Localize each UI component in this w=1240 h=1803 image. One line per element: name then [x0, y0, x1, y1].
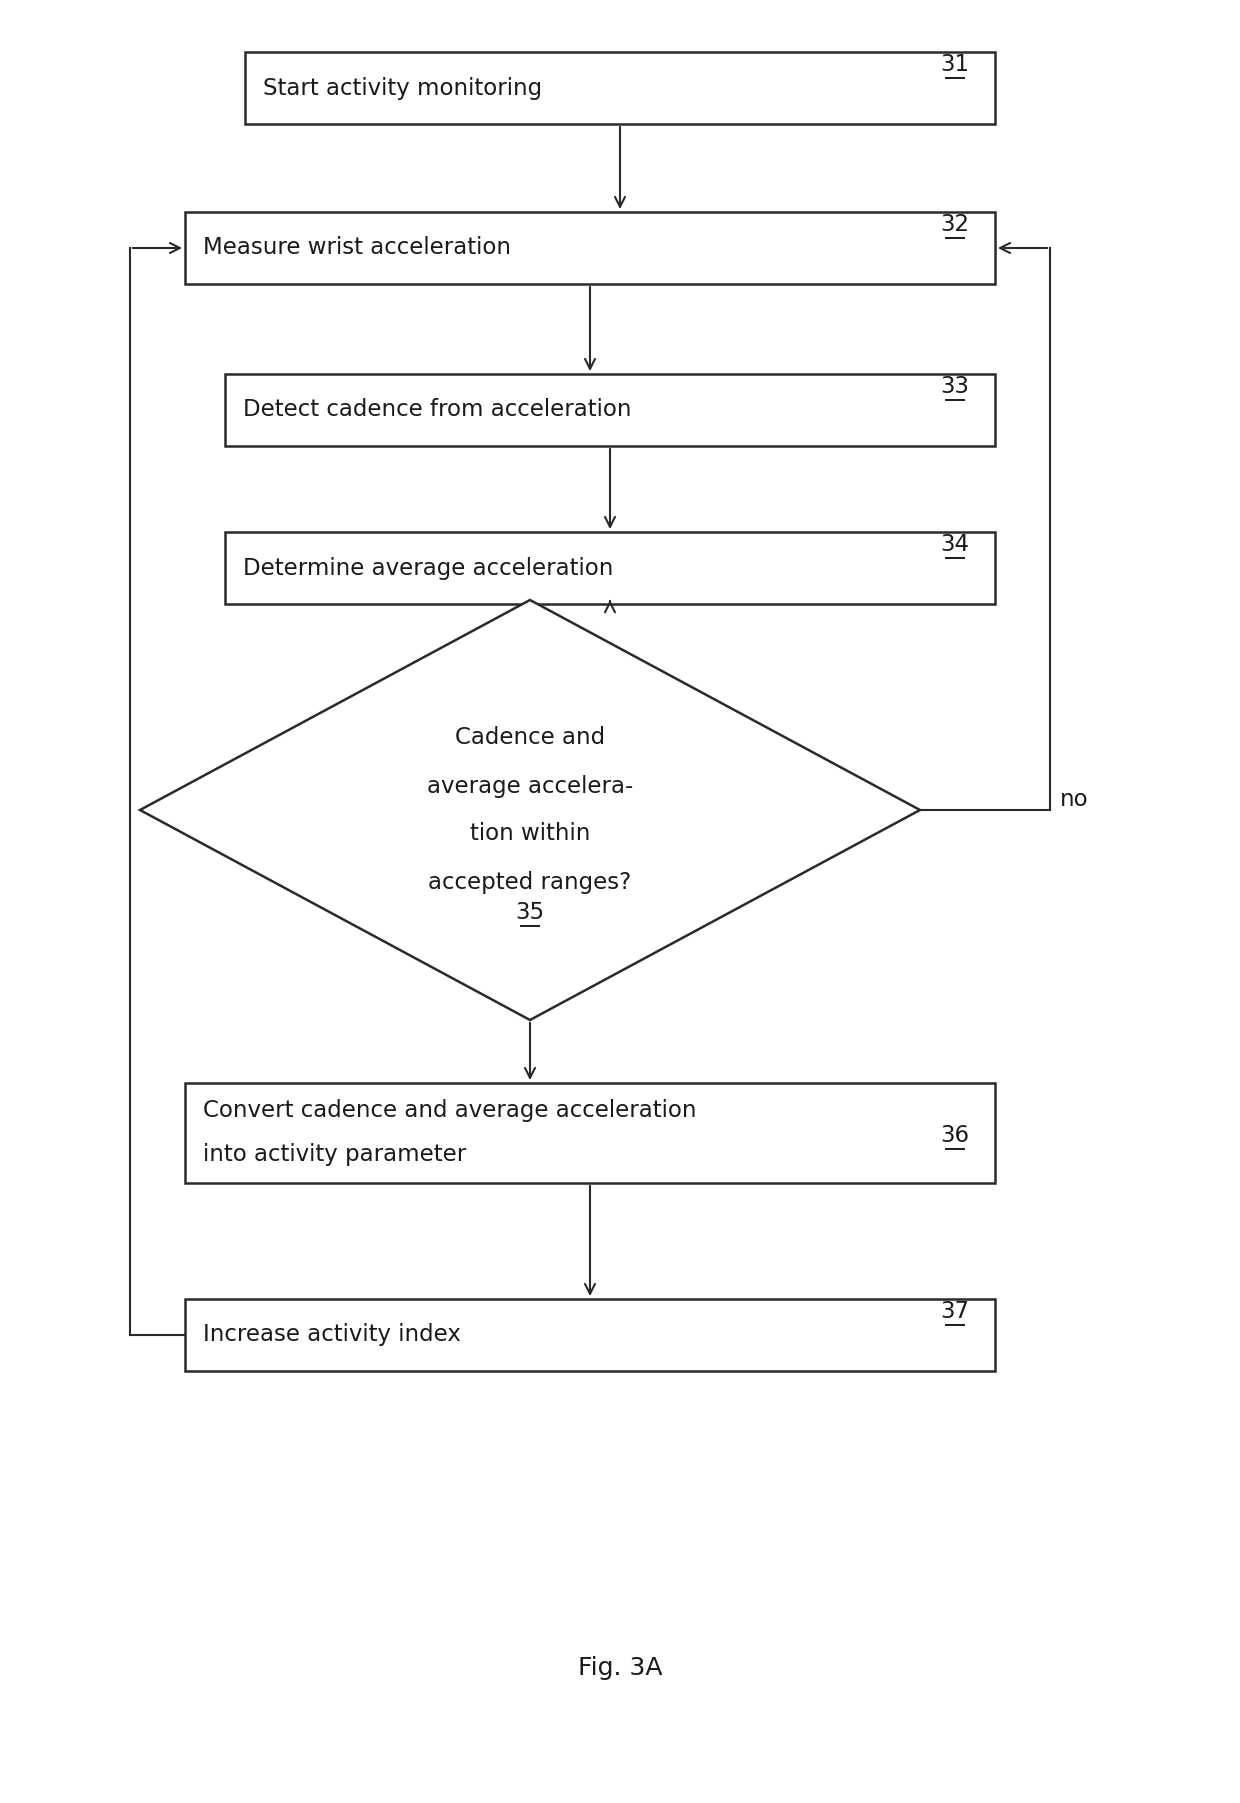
- Text: tion within: tion within: [470, 822, 590, 846]
- Text: Cadence and: Cadence and: [455, 727, 605, 750]
- Text: Measure wrist acceleration: Measure wrist acceleration: [203, 236, 511, 260]
- Text: accepted ranges?: accepted ranges?: [428, 871, 631, 894]
- Text: Fig. 3A: Fig. 3A: [578, 1655, 662, 1680]
- Text: 34: 34: [940, 534, 970, 555]
- Text: Convert cadence and average acceleration: Convert cadence and average acceleration: [203, 1100, 697, 1123]
- Text: 31: 31: [940, 52, 970, 76]
- Bar: [246, 52, 994, 124]
- Text: Start activity monitoring: Start activity monitoring: [263, 76, 542, 99]
- Text: no: no: [1060, 788, 1089, 811]
- Text: Increase activity index: Increase activity index: [203, 1323, 461, 1347]
- Bar: [224, 373, 994, 445]
- Bar: [185, 1084, 994, 1183]
- Polygon shape: [140, 600, 920, 1020]
- Text: 33: 33: [940, 375, 970, 398]
- Text: 37: 37: [940, 1300, 970, 1323]
- Text: Determine average acceleration: Determine average acceleration: [243, 557, 614, 579]
- Bar: [185, 213, 994, 285]
- Text: 36: 36: [940, 1123, 970, 1147]
- Text: 32: 32: [940, 213, 970, 236]
- Bar: [224, 532, 994, 604]
- Text: into activity parameter: into activity parameter: [203, 1143, 466, 1167]
- Text: 35: 35: [516, 902, 544, 923]
- Text: Detect cadence from acceleration: Detect cadence from acceleration: [243, 398, 631, 422]
- Bar: [185, 1298, 994, 1370]
- Text: average accelera-: average accelera-: [427, 775, 634, 797]
